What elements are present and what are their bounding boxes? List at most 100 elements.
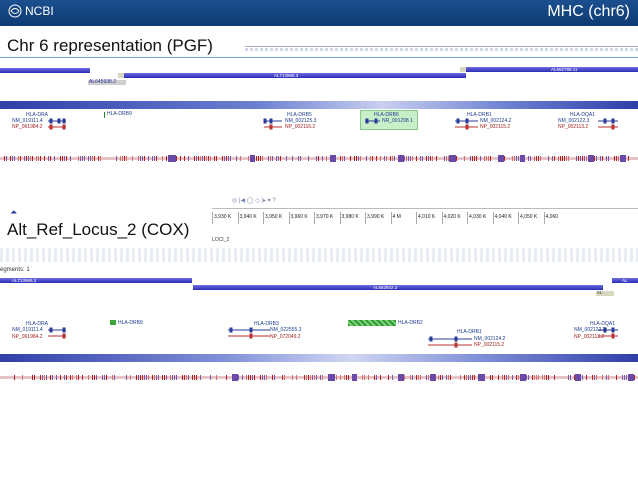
variation-mark <box>354 156 355 161</box>
gene-hla-drb6[interactable]: HLA-DRB6 <box>374 112 399 118</box>
transcript-np-002113[interactable]: NP_002113.2 <box>558 124 589 130</box>
transcript-np-002116[interactable]: NP_002116.2 <box>285 124 316 130</box>
gene-hla-dqa1[interactable]: HLA-DQA1 <box>590 321 616 327</box>
cox-contig-al713966[interactable]: AL713966.3 <box>0 278 192 283</box>
variation-mark <box>266 375 267 380</box>
variation-mark <box>292 156 293 161</box>
variation-mark <box>582 156 583 161</box>
scroll-handle-icon[interactable]: ⏶ <box>10 207 18 217</box>
transcript-nm-019111[interactable]: NM_019111.4 <box>12 118 43 124</box>
variation-mark <box>286 156 287 161</box>
variation-mark <box>186 375 187 380</box>
variation-mark <box>622 375 623 380</box>
variation-mark <box>270 156 271 161</box>
variation-mark <box>70 375 71 380</box>
gene-hla-drb5[interactable]: HLA-DRB5 <box>287 112 312 118</box>
ruler-tick-label: 4,020 K <box>443 214 461 220</box>
pgf-contig-al645938[interactable]: AL645938.2 <box>88 79 126 85</box>
variation-mark <box>530 156 531 161</box>
slide-header <box>0 0 638 26</box>
variation-mark <box>172 375 173 380</box>
variation-mark <box>470 156 471 161</box>
variation-mark <box>112 375 113 380</box>
variation-mark <box>66 375 67 380</box>
variation-mark <box>576 156 577 161</box>
variation-mark <box>586 375 587 380</box>
pgf-contig-left[interactable] <box>0 68 90 73</box>
transcript-nm-002124[interactable]: NM_002124.2 <box>480 118 512 124</box>
cox-contig-al662842[interactable]: AL662842.3 <box>193 285 603 290</box>
variation-mark <box>554 375 555 380</box>
transcript-np-002115[interactable]: NP_002115.2 <box>480 124 511 130</box>
variation-mark <box>154 156 155 161</box>
transcript-nm-019111[interactable]: NM_019111.4 <box>12 327 43 333</box>
slide-title: MHC (chr6) <box>547 3 630 20</box>
ncbi-logo: NCBI <box>8 4 54 18</box>
variation-mark <box>488 156 489 161</box>
variation-mark <box>596 375 597 380</box>
transcript-nm-002125[interactable]: NM_002125.3 <box>285 118 317 124</box>
gene-hla-drb9[interactable]: HLA-DRB9 <box>107 111 132 117</box>
variation-mark <box>466 375 467 380</box>
variation-mark <box>600 156 601 161</box>
variation-mark <box>272 156 273 161</box>
gene-hla-dra[interactable]: HLA-DRA <box>26 321 48 327</box>
variation-mark <box>90 156 91 161</box>
variation-mark <box>606 156 607 161</box>
variation-mark <box>628 156 629 161</box>
gene-hla-drb2[interactable]: HLA-DRB2 <box>398 320 423 326</box>
ruler-tick-label: 4,050 K <box>520 214 538 220</box>
transcript-nm-002122[interactable]: NM_002122.3 <box>558 118 590 124</box>
transcript-np-002115[interactable]: NP_002115.2 <box>474 342 505 348</box>
variation-mark <box>362 375 363 380</box>
transcript-np-061984[interactable]: NP_061984.2 <box>12 334 43 340</box>
variation-mark <box>180 156 181 161</box>
variation-mark <box>460 375 461 380</box>
gene-hla-drb9[interactable]: HLA-DRB9 <box>118 320 143 326</box>
transcript-nm-022555[interactable]: NM_022555.3 <box>270 327 302 333</box>
variation-mark <box>388 375 389 380</box>
variation-mark <box>162 375 163 380</box>
variation-mark <box>514 156 515 161</box>
variation-mark <box>292 375 293 380</box>
variation-mark <box>538 375 539 380</box>
gene-hla-drb1[interactable]: HLA-DRB1 <box>457 329 482 335</box>
variation-mark <box>156 156 157 161</box>
cox-contig-right[interactable]: AL <box>612 278 638 283</box>
variation-mark <box>538 156 539 161</box>
cox-contig-small[interactable]: AL <box>596 290 614 296</box>
variation-mark <box>106 375 107 380</box>
variation-mark <box>236 156 237 161</box>
pgf-contig-al662789[interactable]: AL662789.11 <box>466 67 638 72</box>
variation-mark <box>226 375 227 380</box>
cox-variation-track <box>0 374 638 381</box>
variation-mark <box>136 375 137 380</box>
pgf-contig-al713966[interactable]: AL713966.3 <box>124 73 466 78</box>
variation-mark <box>50 156 51 161</box>
variation-mark <box>188 156 189 161</box>
variation-mark <box>536 375 537 380</box>
variation-mark <box>448 375 449 380</box>
ruler-tick-line <box>390 212 392 224</box>
gene-hla-drb3[interactable]: HLA-DRB3 <box>254 321 279 327</box>
pgf-toolbar[interactable]: ◎ |◀ ◯ ◇ |▸ ▾ ? <box>232 198 276 204</box>
variation-mark <box>384 156 385 161</box>
variation-mark <box>314 375 315 380</box>
transcript-nm-002122[interactable]: NM_002122.3 <box>574 327 606 333</box>
transcript-nm-002124[interactable]: NM_002124.2 <box>474 336 506 342</box>
variation-mark <box>144 375 145 380</box>
variation-mark <box>10 156 11 161</box>
variation-mark <box>560 156 561 161</box>
ruler-tick-line <box>492 212 494 224</box>
transcript-np-061984[interactable]: NP_061984.2 <box>12 124 43 130</box>
gene-hla-drb2-bar[interactable] <box>348 320 396 326</box>
transcript-nr-001298[interactable]: NR_001298.1 <box>382 118 413 124</box>
transcript-np-072049[interactable]: NP_072049.2 <box>270 334 301 340</box>
variation-mark <box>442 375 443 380</box>
gene-hla-dqa1[interactable]: HLA-DQA1 <box>570 112 596 118</box>
transcript-np-002113[interactable]: NP_002113.2 <box>574 334 605 340</box>
variation-mark <box>616 375 617 380</box>
gene-hla-drb1[interactable]: HLA-DRB1 <box>467 112 492 118</box>
gene-hla-dra[interactable]: HLA-DRA <box>26 112 48 118</box>
variation-mark <box>432 156 433 161</box>
